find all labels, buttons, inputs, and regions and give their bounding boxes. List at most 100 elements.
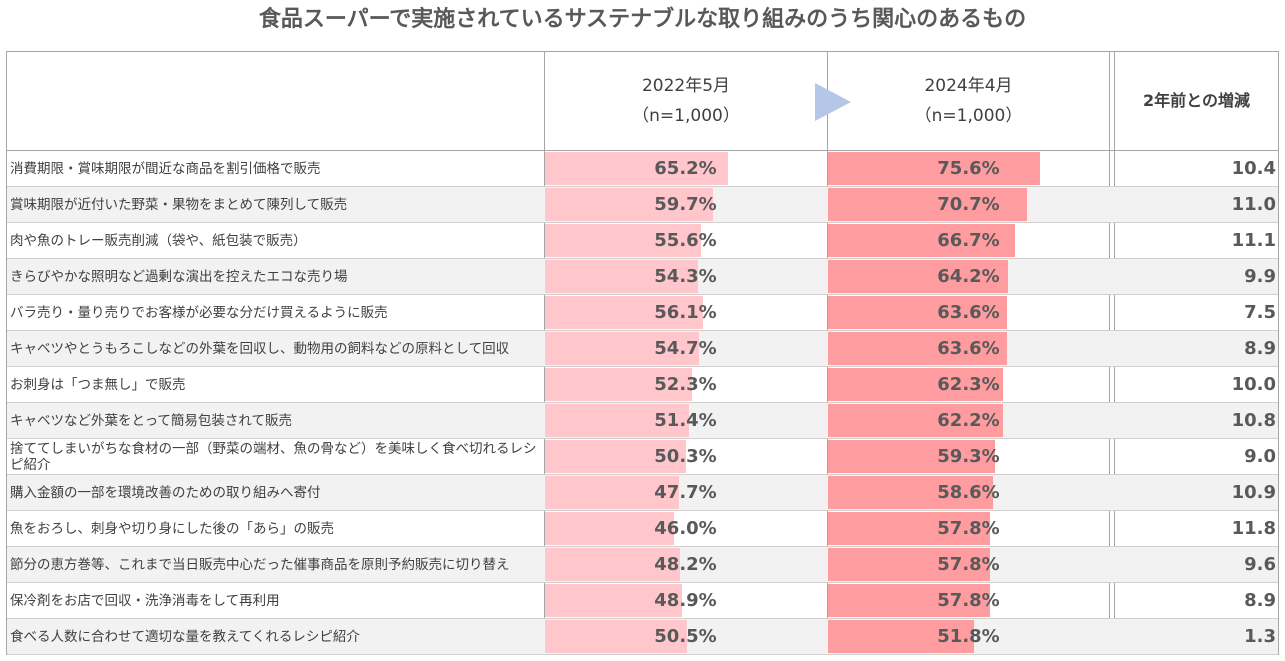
value-2022: 47.7% <box>654 482 717 503</box>
bar-2022 <box>545 584 683 617</box>
value-change: 10.0 <box>1231 374 1276 395</box>
column-header-2022-label: 2022年5月 <box>641 76 731 96</box>
row-divider <box>7 510 1278 511</box>
value-change: 10.4 <box>1231 158 1276 179</box>
value-change: 10.9 <box>1231 482 1276 503</box>
row-label: お刺身は「つま無し」で販売 <box>10 376 186 393</box>
table-row: バラ売り・量り売りでお客様が必要な分だけ買えるように販売 56.1% 63.6% 7.… <box>7 295 1278 331</box>
row-divider <box>7 330 1278 331</box>
value-2024: 59.3% <box>937 446 1000 467</box>
row-label: バラ売り・量り売りでお客様が必要な分だけ買えるように販売 <box>10 304 388 321</box>
value-2022: 46.0% <box>654 518 717 539</box>
row-divider <box>7 222 1278 223</box>
table-row: キャベツなど外葉をとって簡易包装されて販売 51.4% 62.2% 10.8 <box>7 403 1278 439</box>
row-label: 節分の恵方巻等、これまで当日販売中心だった催事商品を原則予約販売に切り替え <box>10 556 510 573</box>
row-divider <box>7 258 1278 259</box>
value-2024: 62.2% <box>937 410 1000 431</box>
bar-2022 <box>545 260 698 293</box>
header-divider <box>7 150 1278 151</box>
value-2024: 64.2% <box>937 266 1000 287</box>
value-2022: 65.2% <box>654 158 717 179</box>
bar-2024 <box>828 224 1016 257</box>
row-label: 捨ててしまいがちな食材の一部（野菜の端材、魚の骨など）を美味しく食べ切れるレシピ… <box>10 440 537 473</box>
bar-2024 <box>828 368 1004 401</box>
value-2022: 54.7% <box>654 338 717 359</box>
bar-2024 <box>828 548 991 581</box>
value-change: 9.0 <box>1244 446 1276 467</box>
row-divider <box>7 582 1278 583</box>
bar-2022 <box>545 368 692 401</box>
bar-2022 <box>545 332 699 365</box>
row-divider <box>7 438 1278 439</box>
bar-2024 <box>828 512 991 545</box>
row-label: 保冷剤をお店で回収・洗浄消毒をして再利用 <box>10 592 280 609</box>
value-change: 8.9 <box>1244 338 1276 359</box>
table-row: 節分の恵方巻等、これまで当日販売中心だった催事商品を原則予約販売に切り替え 48.… <box>7 547 1278 583</box>
value-change: 11.0 <box>1231 194 1276 215</box>
value-2022: 52.3% <box>654 374 717 395</box>
column-header-2024-sample: （n=1,000） <box>914 106 1023 126</box>
value-2022: 48.9% <box>654 590 717 611</box>
arrow-right-shape <box>815 83 851 121</box>
chart-title: 食品スーパーで実施されているサステナブルな取り組みのうち関心のあるもの <box>258 7 1027 32</box>
value-change: 10.8 <box>1231 410 1276 431</box>
row-label: 消費期限・賞味期限が間近な商品を割引価格で販売 <box>10 160 321 177</box>
value-2024: 57.8% <box>937 590 1000 611</box>
bar-2022 <box>545 476 680 509</box>
row-divider <box>7 186 1278 187</box>
value-change: 9.9 <box>1244 266 1276 287</box>
row-divider <box>7 618 1278 619</box>
value-2024: 63.6% <box>937 302 1000 323</box>
row-label: 肉や魚のトレー販売削減（袋や、紙包装で販売） <box>10 232 307 249</box>
value-2024: 62.3% <box>937 374 1000 395</box>
bar-2022 <box>545 404 690 437</box>
bar-2024 <box>828 440 995 473</box>
table-row: 食べる人数に合わせて適切な量を教えてくれるレシピ紹介 50.5% 51.8% 1.3 <box>7 619 1278 655</box>
bar-2024 <box>828 620 974 653</box>
value-2024: 57.8% <box>937 518 1000 539</box>
data-table: 2022年5月 （n=1,000） 2024年4月 （n=1,000） 2年前と… <box>6 51 1279 655</box>
value-change: 7.5 <box>1244 302 1276 323</box>
value-change: 11.1 <box>1231 230 1276 251</box>
row-label: キャベツやとうもろこしなどの外葉を回収し、動物用の飼料などの原料として回収 <box>10 340 510 357</box>
value-2024: 51.8% <box>937 626 1000 647</box>
value-2024: 70.7% <box>937 194 1000 215</box>
table-row: きらびやかな照明など過剰な演出を控えたエコな売り場 54.3% 64.2% 9.9 <box>7 259 1278 295</box>
table-row: 保冷剤をお店で回収・洗浄消毒をして再利用 48.9% 57.8% 8.9 <box>7 583 1278 619</box>
value-2024: 58.6% <box>937 482 1000 503</box>
bar-2022 <box>545 512 675 545</box>
column-header-change-label: 2年前との増減 <box>1143 91 1250 110</box>
bar-2022 <box>545 188 713 221</box>
column-header-2022-sample: （n=1,000） <box>632 106 740 126</box>
value-2022: 55.6% <box>654 230 717 251</box>
column-header-2022: 2022年5月 （n=1,000） <box>545 52 827 150</box>
bar-2022 <box>545 152 729 185</box>
bar-2022 <box>545 440 687 473</box>
bar-2024 <box>828 404 1003 437</box>
value-2024: 75.6% <box>937 158 1000 179</box>
row-divider <box>7 294 1278 295</box>
value-change: 1.3 <box>1244 626 1276 647</box>
bar-2022 <box>545 296 703 329</box>
bar-2024 <box>828 476 993 509</box>
bar-2024 <box>828 296 1007 329</box>
table-row: お刺身は「つま無し」で販売 52.3% 62.3% 10.0 <box>7 367 1278 403</box>
table-row: 肉や魚のトレー販売削減（袋や、紙包装で販売） 55.6% 66.7% 11.1 <box>7 223 1278 259</box>
value-change: 9.6 <box>1244 554 1276 575</box>
column-header-change: 2年前との増減 <box>1115 52 1278 150</box>
bar-2024 <box>828 332 1007 365</box>
row-label: 食べる人数に合わせて適切な量を教えてくれるレシピ紹介 <box>10 628 360 645</box>
value-2024: 63.6% <box>937 338 1000 359</box>
row-label: きらびやかな照明など過剰な演出を控えたエコな売り場 <box>10 268 348 285</box>
row-label: 購入金額の一部を環境改善のための取り組みへ寄付 <box>10 484 321 501</box>
row-divider <box>7 474 1278 475</box>
value-2022: 54.3% <box>654 266 717 287</box>
table-row: キャベツやとうもろこしなどの外葉を回収し、動物用の飼料などの原料として回収 54.… <box>7 331 1278 367</box>
column-header-2024: 2024年4月 （n=1,000） <box>828 52 1109 150</box>
value-change: 11.8 <box>1231 518 1276 539</box>
bar-2022 <box>545 224 702 257</box>
bar-2024 <box>828 188 1027 221</box>
row-label: 魚をおろし、刺身や切り身にした後の「あら」の販売 <box>10 520 334 537</box>
row-divider <box>7 366 1278 367</box>
row-divider <box>7 654 1278 655</box>
